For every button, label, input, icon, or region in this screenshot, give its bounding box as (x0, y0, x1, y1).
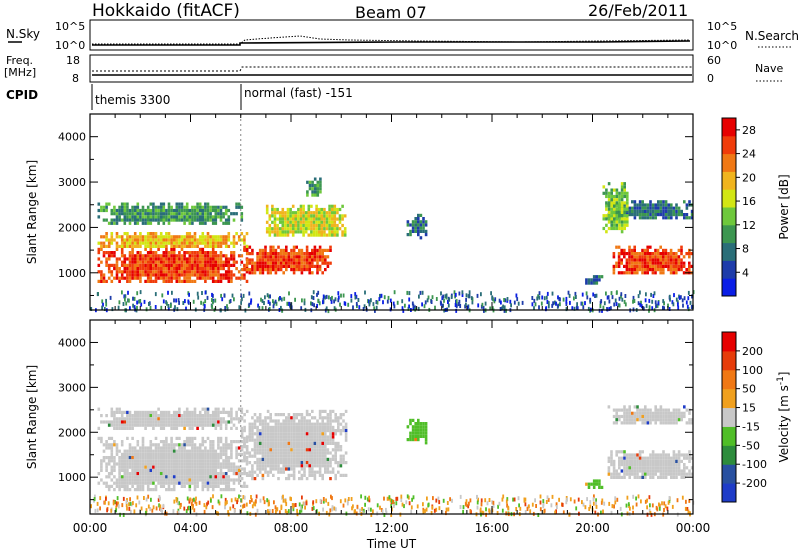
colorbar-swatch (722, 225, 736, 243)
velocity-panel: 1000 2000 3000 4000 Slant Range [km] 00:00 04:… (25, 320, 791, 551)
colorbar-tick-label: 28 (742, 124, 756, 137)
freq-panel: Freq. [MHz] 18 8 60 0 Nave (4, 54, 783, 85)
y-tick-label: 1000 (58, 267, 86, 280)
y-tick-label: 3000 (58, 176, 86, 189)
nsky-trace (92, 41, 690, 45)
colorbar-tick-label: 15 (742, 402, 756, 415)
nsearch-tick-bottom: 10^0 (707, 39, 737, 52)
colorbar-tick-label: 200 (742, 345, 763, 358)
x-tick-label: 00:00 (676, 521, 711, 535)
colorbar-tick-label: 24 (742, 148, 756, 161)
colorbar-swatch (722, 243, 736, 261)
colorbar-tick-label: -50 (742, 439, 760, 452)
x-axis-label: Time UT (366, 537, 417, 551)
beam-label: Beam 07 (355, 3, 427, 22)
x-tick-label: 20:00 (575, 521, 610, 535)
site-title: Hokkaido (fitACF) (92, 1, 240, 21)
colorbar-tick-label: -15 (742, 420, 760, 433)
y-tick-label: 3000 (58, 381, 86, 394)
nsky-panel: N.Sky 10^5 10^0 10^5 10^0 N.Search (6, 20, 799, 52)
colorbar-swatch (722, 118, 736, 136)
y-tick-label: 1000 (58, 471, 86, 484)
cpid-segment-2: normal (fast) -151 (244, 86, 353, 100)
colorbar-swatch (722, 171, 736, 189)
colorbar-swatch (722, 189, 736, 207)
x-tick-label: 00:00 (73, 521, 108, 535)
x-tick-label: 04:00 (173, 521, 208, 535)
colorbar-swatch (722, 389, 736, 408)
colorbar-tick-label: 8 (742, 243, 749, 256)
y-axis-label: Slant Range [km] (25, 160, 39, 264)
colorbar-swatch (722, 278, 736, 296)
power-echo-region (98, 203, 244, 225)
power-colorbar: 4 8 12 16 20 24 28 Power [dB] (722, 118, 791, 297)
nsky-tick-top: 10^5 (55, 20, 85, 33)
freq-tick-top: 18 (66, 54, 80, 67)
colorbar-tick-label: 50 (742, 383, 756, 396)
cpid-label: CPID (6, 88, 38, 102)
colorbar-swatch (722, 464, 736, 483)
colorbar-label: Velocity [m s-1] (776, 372, 791, 463)
colorbar-swatch (722, 332, 736, 351)
nave-tick-bottom: 0 (707, 72, 714, 85)
colorbar-tick-label: 4 (742, 266, 749, 279)
nsky-label: N.Sky (6, 27, 40, 41)
colorbar-swatch (722, 136, 736, 154)
colorbar-tick-label: -100 (742, 458, 767, 471)
colorbar-swatch (722, 154, 736, 172)
velocity-colorbar: 200 100 50 15 -15 -50 -100 -200 Velocity [m s-1] (722, 332, 791, 503)
colorbar-label: Power [dB] (777, 174, 791, 239)
nsearch-label: N.Search (745, 29, 799, 43)
power-echo-region (603, 182, 629, 233)
colorbar-swatch (722, 351, 736, 370)
velocity-echo-region (98, 408, 244, 430)
y-tick-label: 2000 (58, 426, 86, 439)
colorbar-swatch (722, 260, 736, 278)
y-tick-label: 4000 (58, 336, 86, 349)
freq-unit: [MHz] (4, 66, 36, 79)
nsearch-tick-top: 10^5 (707, 20, 737, 33)
colorbar-swatch (722, 483, 736, 502)
colorbar-swatch (722, 408, 736, 427)
nave-tick-top: 60 (707, 54, 721, 67)
cpid-segment-1: themis 3300 (95, 93, 170, 107)
x-tick-label: 08:00 (274, 521, 309, 535)
colorbar-swatch (722, 370, 736, 389)
cpid-panel: CPID themis 3300 normal (fast) -151 (6, 84, 353, 110)
colorbar-tick-label: 16 (742, 195, 756, 208)
colorbar-swatch (722, 426, 736, 445)
date-label: 26/Feb/2011 (588, 1, 688, 20)
freq-tick-bottom: 8 (72, 72, 79, 85)
power-panel: 1000 2000 3000 4000 Slant Range [km] 4 8 12 16 20… (25, 114, 791, 313)
colorbar-tick-label: 100 (742, 364, 763, 377)
colorbar-tick-label: 12 (742, 219, 756, 232)
nave-trace (92, 67, 692, 71)
colorbar-label-end: ] (777, 372, 791, 377)
x-tick-label: 16:00 (475, 521, 510, 535)
y-axis-label: Slant Range [km] (25, 365, 39, 469)
colorbar-tick-label: -200 (742, 477, 767, 490)
colorbar-tick-label: 20 (742, 171, 756, 184)
colorbar-swatch (722, 207, 736, 225)
nsky-tick-bottom: 10^0 (55, 39, 85, 52)
y-tick-label: 4000 (58, 131, 86, 144)
y-tick-label: 2000 (58, 221, 86, 234)
nave-label: Nave (755, 62, 783, 75)
colorbar-swatch (722, 445, 736, 464)
x-tick-label: 12:00 (374, 521, 409, 535)
colorbar-label-exponent: -1 (776, 376, 786, 385)
